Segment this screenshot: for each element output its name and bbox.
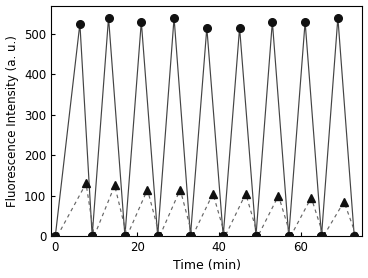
X-axis label: Time (min): Time (min) [173,259,241,272]
Y-axis label: Fluorescence Intensity (a. u.): Fluorescence Intensity (a. u.) [6,35,18,207]
